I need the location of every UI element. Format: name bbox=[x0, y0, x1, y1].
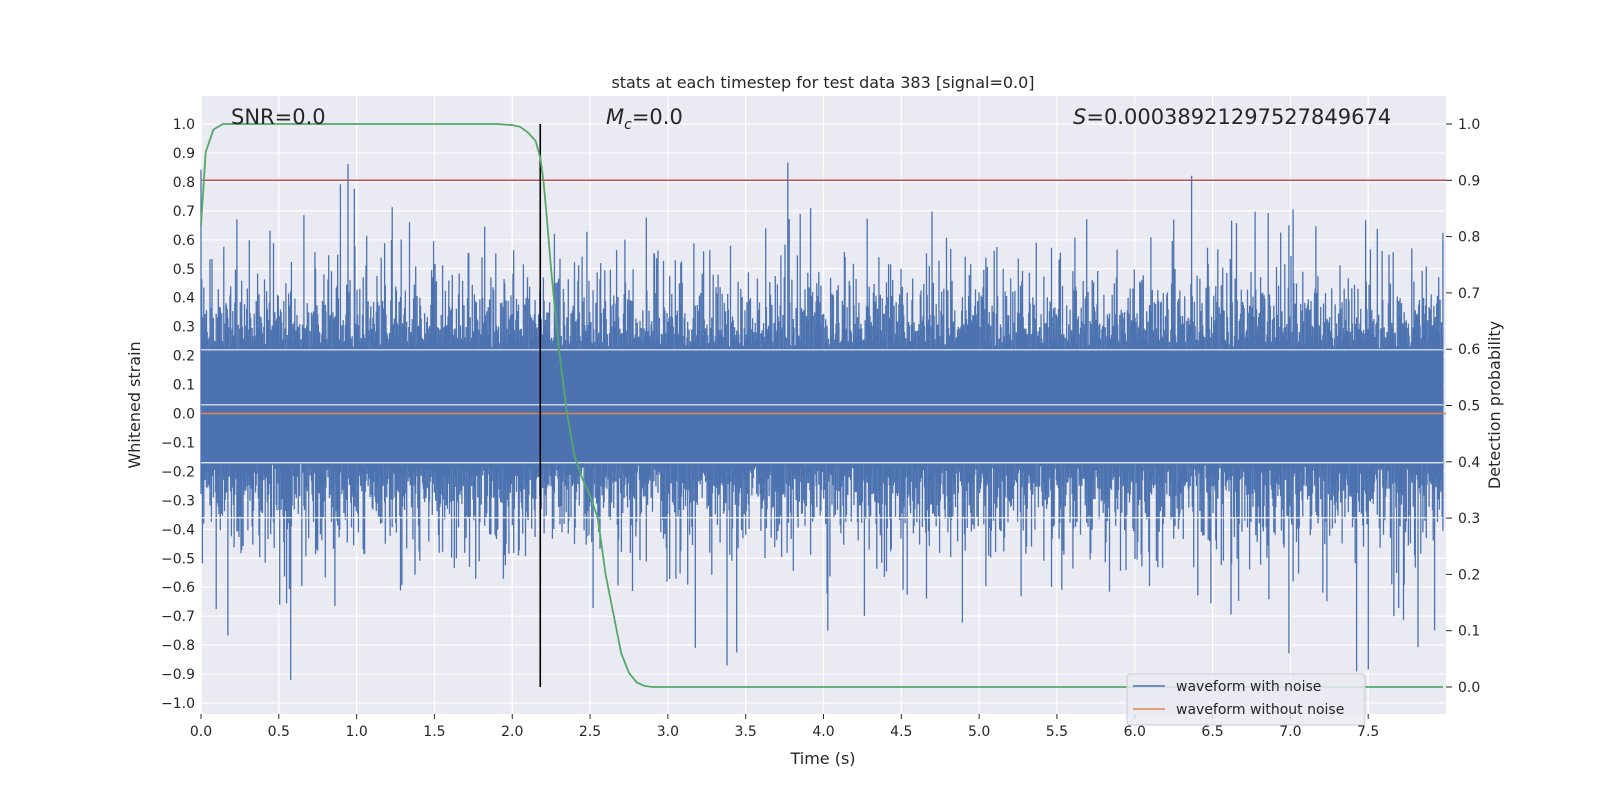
legend-box bbox=[1126, 673, 1366, 726]
y-left-tick-label: −0.7 bbox=[161, 609, 195, 625]
y-left-tick-label: −1.0 bbox=[161, 696, 195, 712]
y-left-tick-label: −0.8 bbox=[161, 638, 195, 654]
y-left-tick-label: −0.1 bbox=[161, 435, 195, 451]
series-waveform-with-noise bbox=[200, 162, 1444, 680]
x-tick-label: 6.0 bbox=[1124, 724, 1146, 740]
y-right-tick-label: 1.0 bbox=[1458, 117, 1480, 133]
x-tick-label: 0.5 bbox=[268, 724, 290, 740]
chart-title: stats at each timestep for test data 383… bbox=[611, 73, 1034, 92]
y-left-tick-label: −0.3 bbox=[161, 493, 195, 509]
x-tick-label: 3.5 bbox=[735, 724, 757, 740]
x-tick-label: 4.5 bbox=[890, 724, 912, 740]
x-tick-label: 2.5 bbox=[579, 724, 601, 740]
y-left-tick-label: 0.1 bbox=[173, 378, 195, 394]
y-left-tick-label: 0.3 bbox=[173, 320, 195, 336]
legend-label-clean: waveform without noise bbox=[1176, 702, 1344, 718]
chirp-mass-subscript: c bbox=[624, 117, 632, 133]
y-right-tick-label: 0.6 bbox=[1458, 342, 1480, 358]
y-axis-right-label: Detection probability bbox=[1485, 321, 1504, 489]
y-left-tick-label: −0.4 bbox=[161, 522, 195, 538]
chirp-mass-value: =0.0 bbox=[632, 105, 683, 129]
score-value: =0.00038921297527849674 bbox=[1086, 105, 1391, 129]
y-right-tick-label: 0.3 bbox=[1458, 511, 1480, 527]
y-left-tick-label: −0.9 bbox=[161, 667, 195, 683]
score-symbol: S bbox=[1073, 105, 1086, 129]
y-axis-left-ticks: 1.0 0.9 0.8 0.7 0.6 0.5 0.4 0.3 0.2 0.1 0.0 −0.1 −0.… bbox=[161, 117, 195, 712]
y-left-tick-label: −0.5 bbox=[161, 551, 195, 567]
y-left-tick-label: −0.2 bbox=[161, 464, 195, 480]
x-tick-label: 7.5 bbox=[1357, 724, 1379, 740]
y-left-tick-label: 0.0 bbox=[173, 407, 195, 423]
y-right-tick-label: 0.8 bbox=[1458, 230, 1480, 246]
chirp-mass-annotation: Mc=0.0 bbox=[606, 105, 683, 133]
y-left-tick-label: 0.4 bbox=[173, 291, 195, 307]
x-axis-label: Time (s) bbox=[789, 749, 855, 768]
y-right-tick-label: 0.0 bbox=[1458, 680, 1480, 696]
noise-core-band bbox=[201, 349, 1443, 463]
x-axis-ticks: 0.0 0.5 1.0 1.5 2.0 2.5 3.0 3.5 4.0 4.5 5.0 5.5 6.0 6… bbox=[190, 714, 1379, 740]
x-tick-label: 3.0 bbox=[657, 724, 679, 740]
x-tick-label: 5.0 bbox=[968, 724, 990, 740]
x-tick-label: 5.5 bbox=[1046, 724, 1068, 740]
y-left-tick-label: 0.2 bbox=[173, 349, 195, 365]
y-left-tick-label: 0.5 bbox=[173, 262, 195, 278]
x-tick-label: 6.5 bbox=[1201, 724, 1223, 740]
y-left-tick-label: 0.8 bbox=[173, 175, 195, 191]
legend: waveform with noise waveform without noi… bbox=[1126, 673, 1366, 726]
y-axis-right-ticks: 1.0 0.9 0.8 0.7 0.6 0.5 0.4 0.3 0.2 0.1 0.0 bbox=[1446, 117, 1480, 696]
legend-label-noise: waveform with noise bbox=[1176, 679, 1321, 695]
x-tick-label: 2.0 bbox=[501, 724, 523, 740]
score-annotation: S=0.00038921297527849674 bbox=[1073, 105, 1391, 129]
y-left-tick-label: −0.6 bbox=[161, 580, 195, 596]
y-right-tick-label: 0.1 bbox=[1458, 624, 1480, 640]
series-detection-probability bbox=[200, 123, 1443, 688]
x-tick-label: 1.5 bbox=[423, 724, 445, 740]
overlay-lines bbox=[200, 123, 1446, 688]
y-left-tick-label: 0.6 bbox=[173, 233, 195, 249]
y-right-tick-label: 0.4 bbox=[1458, 455, 1480, 471]
y-right-tick-label: 0.5 bbox=[1458, 399, 1480, 415]
y-right-tick-label: 0.7 bbox=[1458, 286, 1480, 302]
x-tick-label: 1.0 bbox=[345, 724, 367, 740]
y-left-tick-label: 1.0 bbox=[173, 117, 195, 133]
x-tick-label: 0.0 bbox=[190, 724, 212, 740]
y-left-tick-label: 0.9 bbox=[173, 146, 195, 162]
x-tick-label: 4.0 bbox=[812, 724, 834, 740]
y-axis-left-label: Whitened strain bbox=[125, 341, 144, 468]
chirp-mass-symbol: M bbox=[606, 105, 624, 129]
x-tick-label: 7.0 bbox=[1279, 724, 1301, 740]
y-right-tick-label: 0.9 bbox=[1458, 173, 1480, 189]
snr-annotation: SNR=0.0 bbox=[231, 105, 326, 129]
y-right-tick-label: 0.2 bbox=[1458, 567, 1480, 583]
y-left-tick-label: 0.7 bbox=[173, 204, 195, 220]
